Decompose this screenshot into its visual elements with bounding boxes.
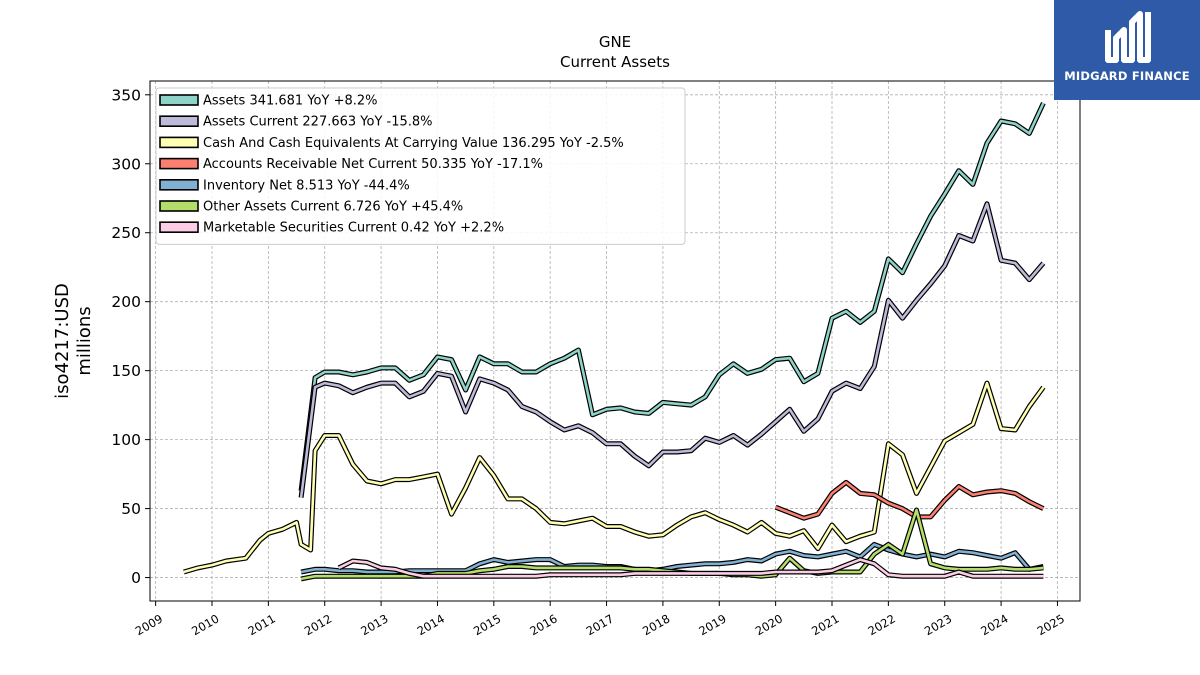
x-tick-label: 2015 (471, 611, 503, 638)
y-tick-label: 100 (111, 431, 141, 449)
series-line (299, 202, 1045, 498)
plot-frame (149, 80, 1081, 602)
x-tick-label: 2013 (358, 611, 390, 638)
legend: Assets 341.681 YoY +8.2% Assets Current 2… (155, 87, 686, 245)
y-axis-label-units: millions (74, 306, 95, 375)
y-tick-label: 150 (111, 362, 141, 380)
x-tick-label: 2011 (246, 611, 278, 638)
chart-subtitle: Current Assets (560, 53, 670, 71)
x-tick-label: 2010 (189, 611, 221, 638)
x-tick-label: 2023 (922, 611, 954, 638)
legend-label: Assets Current 227.663 YoY -15.8% (203, 115, 433, 130)
y-tick-label: 50 (121, 500, 141, 518)
x-tick-label: 2020 (753, 611, 785, 638)
x-tick-label: 2012 (302, 611, 334, 638)
legend-box (155, 87, 686, 245)
x-tick-label: 2016 (527, 611, 559, 638)
x-tick-label: 2025 (1035, 611, 1067, 638)
legend-label: Inventory Net 8.513 YoY -44.4% (203, 178, 410, 193)
brand-name: MIDGARD FINANCE (1064, 69, 1190, 83)
x-tick-label: 2024 (978, 611, 1010, 638)
y-tick-label: 0 (131, 569, 141, 587)
legend-swatch (159, 221, 199, 233)
chart-title: GNE (599, 33, 631, 51)
legend-label: Other Assets Current 6.726 YoY +45.4% (203, 200, 463, 215)
legend-swatch (159, 94, 199, 106)
y-tick-label: 250 (111, 224, 141, 242)
x-tick-label: 2018 (640, 611, 672, 638)
legend-label: Cash And Cash Equivalents At Carrying Va… (203, 136, 624, 151)
series-line (775, 481, 1044, 520)
midgard-logo-icon (1105, 11, 1151, 63)
x-tick-label: 2022 (866, 611, 898, 638)
x-tick-label: 2009 (133, 611, 165, 638)
series-line (338, 558, 1044, 578)
y-tick-label: 300 (111, 155, 141, 173)
legend-label: Accounts Receivable Net Current 50.335 Y… (203, 157, 543, 172)
brand-logo: MIDGARD FINANCE (1054, 0, 1200, 100)
series-line (300, 543, 1044, 574)
legend-swatch (159, 179, 199, 191)
legend-swatch (159, 200, 199, 212)
series-outline (298, 201, 1046, 498)
y-axis-label: iso4217:USD (52, 283, 73, 399)
legend-swatch (159, 115, 199, 127)
legend-label: Marketable Securities Current 0.42 YoY +… (203, 221, 504, 236)
series-line (299, 102, 1045, 491)
x-tick-label: 2017 (584, 611, 616, 638)
x-tick-label: 2021 (809, 611, 841, 638)
legend-label: Assets 341.681 YoY +8.2% (203, 94, 378, 109)
legend-swatch (159, 157, 199, 170)
x-tick-label: 2014 (415, 611, 447, 638)
x-tick-label: 2019 (696, 611, 728, 638)
series-line (183, 381, 1045, 574)
y-tick-label: 350 (111, 86, 141, 104)
legend-swatch (159, 136, 199, 149)
series-layer (183, 102, 1046, 582)
y-tick-label: 200 (111, 293, 141, 311)
